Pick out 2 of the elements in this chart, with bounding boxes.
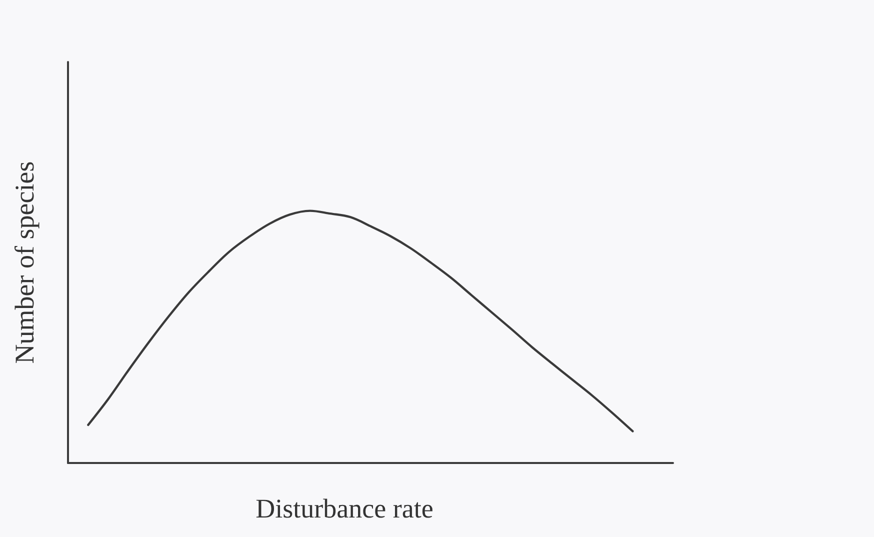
- x-axis-title: Disturbance rate: [256, 494, 434, 524]
- y-axis-title: Number of species: [10, 161, 40, 364]
